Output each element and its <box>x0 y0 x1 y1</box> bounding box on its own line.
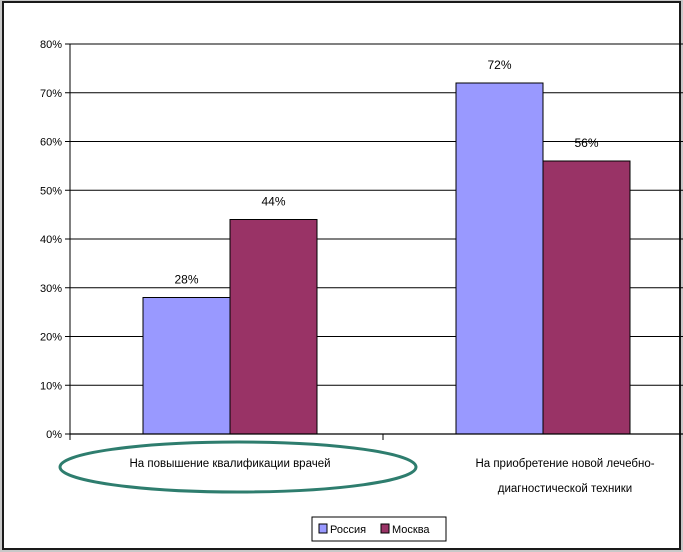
y-tick-label: 80% <box>40 39 62 51</box>
x-category-label: На повышение квалификации врачей <box>129 458 330 470</box>
bar <box>455 82 544 435</box>
y-tick-label: 50% <box>40 185 62 197</box>
legend-swatch <box>380 523 390 534</box>
y-tick-label: 0% <box>46 429 62 441</box>
data-label: 44% <box>261 195 285 209</box>
bar-chart: 0% 10% 20% 30% 40% 50% 60% 70% 80% 28% 72% 44% 56% На… <box>40 39 683 542</box>
bar <box>142 297 231 435</box>
x-category-label: На приобретение новой лечебно- <box>475 458 654 470</box>
legend-label: Россия <box>330 524 366 536</box>
y-tick-label: 70% <box>40 88 62 100</box>
bar <box>229 219 318 435</box>
data-label: 56% <box>574 136 598 150</box>
y-tick-label: 30% <box>40 283 62 295</box>
y-tick-label: 60% <box>40 137 62 149</box>
bar <box>542 160 631 435</box>
y-tick-label: 10% <box>40 380 62 392</box>
legend-swatch <box>318 523 328 534</box>
data-label: 28% <box>174 273 198 287</box>
legend-label: Москва <box>392 524 430 536</box>
legend-box <box>311 516 447 542</box>
highlight-ellipse <box>58 440 418 494</box>
y-tick-label: 20% <box>40 332 62 344</box>
data-label: 72% <box>487 58 511 72</box>
y-tick-label: 40% <box>40 234 62 246</box>
x-category-label: диагностической техники <box>498 483 633 495</box>
